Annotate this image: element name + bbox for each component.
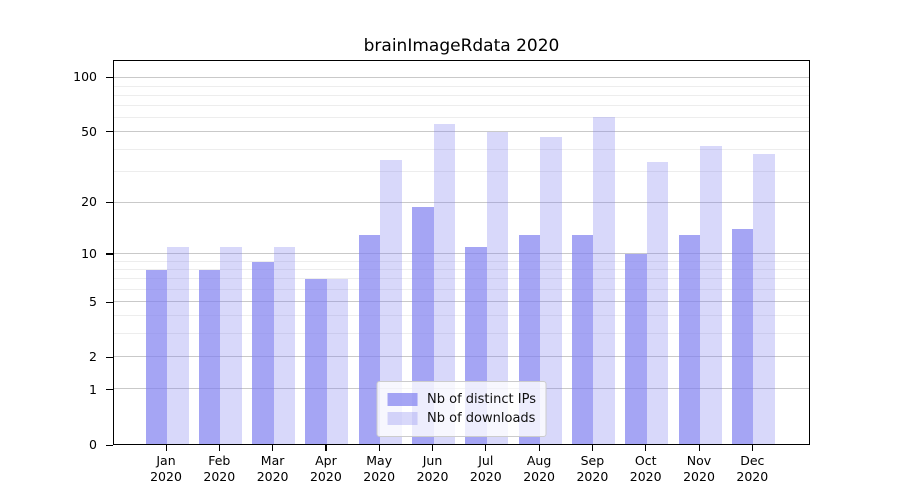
gridline-minor (114, 148, 809, 150)
bar-group-sep (571, 61, 615, 444)
bar-group-oct (625, 61, 669, 444)
gridline-minor (114, 260, 809, 262)
x-tick-mark (485, 445, 487, 451)
gridline-major (114, 77, 809, 79)
bar-downloads (540, 137, 562, 444)
bar-downloads (380, 160, 402, 444)
y-tick-label: 0 (89, 437, 97, 452)
x-tick-mark (538, 445, 540, 451)
x-tick-mark (325, 445, 327, 451)
bar-distinct-ips (145, 269, 167, 444)
gridline-minor (114, 94, 809, 96)
gridline-major (114, 301, 809, 303)
legend-entry: Nb of downloads (387, 411, 536, 426)
bar-downloads (433, 123, 455, 444)
y-tick-label: 1 (89, 381, 97, 397)
gridline-major (114, 355, 809, 357)
legend-swatch (387, 412, 418, 425)
bar-downloads (167, 247, 189, 444)
legend-label: Nb of downloads (427, 411, 536, 426)
gridline-major (114, 131, 809, 133)
legend: Nb of distinct IPs Nb of downloads (376, 381, 547, 437)
x-tick-mark (218, 445, 220, 451)
gridline-minor (114, 170, 809, 172)
x-tick-mark (751, 445, 753, 451)
gridline-minor (114, 278, 809, 280)
gridline-major (114, 252, 809, 254)
bar-group-nov (678, 61, 722, 444)
x-tick-label: Dec 2020 (736, 453, 769, 484)
bar-distinct-ips (625, 253, 647, 444)
gridline-minor (114, 117, 809, 119)
bar-downloads (700, 145, 722, 444)
y-tick-mark (106, 356, 113, 359)
gridline-minor (114, 105, 809, 107)
x-tick-label: Aug 2020 (523, 453, 555, 484)
legend-label: Nb of distinct IPs (427, 392, 536, 407)
bar-distinct-ips (731, 229, 754, 444)
x-tick-mark (378, 445, 380, 451)
x-tick-mark (432, 445, 434, 451)
bar-group-mar (252, 61, 296, 444)
gridline-major (114, 201, 809, 203)
bar-downloads (646, 162, 669, 444)
legend-swatch (387, 393, 418, 406)
bar-downloads (593, 116, 615, 444)
x-tick-label: Jan 2020 (150, 453, 182, 484)
y-tick-label: 5 (89, 294, 97, 310)
bar-distinct-ips (678, 234, 700, 444)
bar-distinct-ips (252, 261, 274, 444)
legend-entry: Nb of distinct IPs (387, 392, 536, 407)
x-tick-label: Apr 2020 (309, 453, 342, 484)
y-tick-mark (106, 389, 113, 391)
y-tick-mark (106, 201, 113, 204)
bar-downloads (273, 247, 296, 444)
bar-distinct-ips (305, 279, 327, 444)
bar-distinct-ips (571, 234, 594, 444)
bar-group-dec (731, 61, 775, 444)
y-tick-mark (106, 76, 113, 79)
x-tick-mark (165, 445, 167, 451)
y-tick-label: 10 (81, 245, 97, 261)
bar-downloads (753, 153, 775, 444)
bar-group-may (358, 61, 402, 444)
y-tick-label: 20 (81, 194, 97, 210)
x-tick-mark (645, 445, 647, 451)
x-tick-mark (591, 445, 594, 451)
gridline-minor (114, 268, 809, 270)
x-tick-label: Mar 2020 (256, 453, 289, 484)
plot-area: Nb of distinct IPs Nb of downloads (113, 60, 810, 445)
y-tick-label: 2 (89, 349, 97, 365)
bar-downloads (220, 247, 242, 444)
bar-distinct-ips (358, 234, 381, 444)
gridline-minor (114, 85, 809, 87)
x-tick-mark (698, 445, 700, 451)
x-tick-label: Feb 2020 (203, 453, 236, 484)
bar-downloads (326, 279, 349, 444)
bar-group-apr (305, 61, 349, 444)
bar-distinct-ips (198, 269, 221, 444)
gridline-minor (114, 333, 809, 335)
y-tick-label: 50 (81, 123, 97, 139)
x-tick-label: Nov 2020 (683, 453, 715, 484)
gridline-minor (114, 288, 809, 290)
x-tick-label: Jul 2020 (469, 453, 502, 484)
x-tick-label: Sep 2020 (576, 453, 609, 484)
gridline-minor (114, 315, 809, 317)
x-tick-mark (272, 445, 274, 451)
chart-title: brainImageRdata 2020 (363, 36, 560, 56)
bar-downloads (486, 132, 509, 444)
y-tick-mark (106, 444, 113, 446)
x-tick-label: Jun 2020 (416, 453, 449, 484)
y-tick-mark (106, 301, 113, 303)
y-tick-mark (106, 253, 113, 255)
bar-group-jan (145, 61, 189, 444)
y-tick-label: 100 (73, 69, 97, 85)
x-tick-label: May 2020 (363, 453, 396, 484)
bar-group-feb (198, 61, 242, 444)
x-tick-label: Oct 2020 (629, 453, 662, 484)
y-tick-mark (106, 131, 113, 133)
